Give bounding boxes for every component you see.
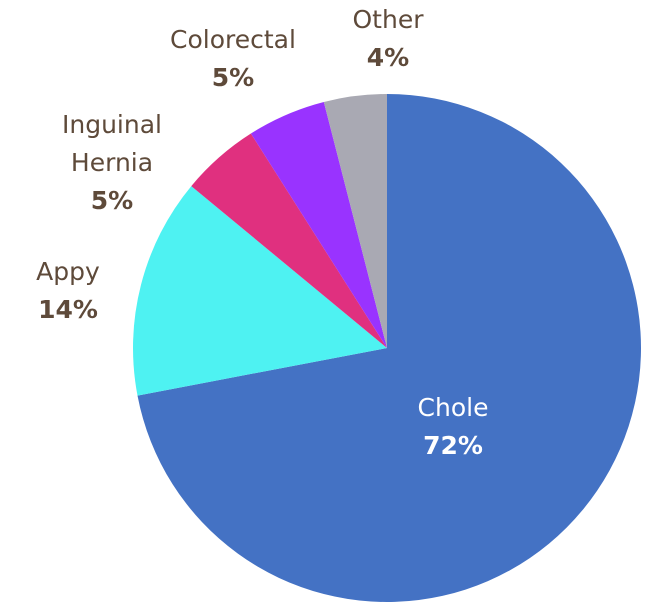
- slice-label: Appy 14%: [8, 253, 128, 329]
- slice-label: Other 4%: [328, 1, 448, 77]
- pie-slice: [132, 186, 387, 396]
- value-label: 72%: [423, 431, 483, 460]
- slice-label: Colorectal 5%: [143, 21, 323, 97]
- value-label: 5%: [211, 63, 255, 92]
- slice-label: Chole 72%: [353, 389, 553, 465]
- pie-slice: [323, 94, 387, 348]
- category-label: Chole: [417, 393, 489, 422]
- category-label: Inguinal Hernia: [62, 110, 162, 177]
- pie-slice: [191, 133, 387, 348]
- category-label: Appy: [36, 257, 100, 286]
- slice-label: Inguinal Hernia 5%: [47, 106, 177, 220]
- value-label: 4%: [366, 43, 410, 72]
- pie-slice: [250, 101, 387, 348]
- value-label: 5%: [90, 186, 134, 215]
- value-label: 14%: [38, 295, 98, 324]
- pie-slice: [137, 94, 642, 603]
- category-label: Colorectal: [170, 25, 296, 54]
- category-label: Other: [352, 5, 424, 34]
